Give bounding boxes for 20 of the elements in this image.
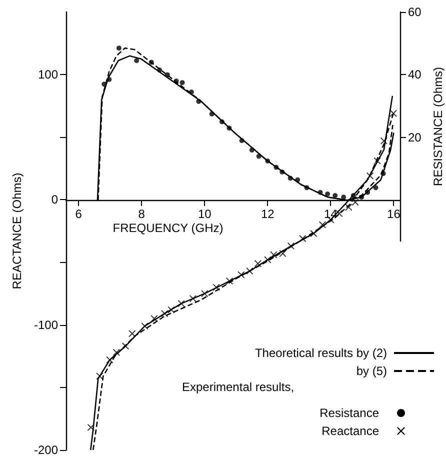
x-tick-label: 10 (198, 207, 212, 221)
x-tick-label: 8 (138, 207, 146, 221)
y2-tick-label: 20 (408, 130, 422, 144)
y2-tick-label: 40 (408, 68, 422, 82)
annotation: Experimental results, (182, 380, 294, 394)
y-axis-title: REACTANCE (Ohms) (10, 172, 24, 290)
y-tick-label: -100 (34, 318, 58, 332)
x-tick-label: 16 (387, 207, 401, 221)
x-tick-label: 6 (75, 207, 82, 221)
legend-label: by (5) (356, 364, 387, 378)
y-tick-label: -200 (34, 443, 58, 457)
y2-axis-title: RESISTANCE (Ohms) (431, 66, 446, 186)
legend-label: Theoretical results by (2) (254, 346, 388, 360)
y-tick-label: 0 (51, 192, 58, 207)
y2-tick-label: 60 (408, 5, 422, 19)
y-tick-label: 100 (38, 68, 58, 82)
x-axis-title: FREQUENCY (GHz) (112, 221, 224, 235)
legend-label: Reactance (322, 424, 380, 438)
x-tick-label: 12 (260, 207, 275, 221)
legend-label: Resistance (320, 406, 380, 420)
